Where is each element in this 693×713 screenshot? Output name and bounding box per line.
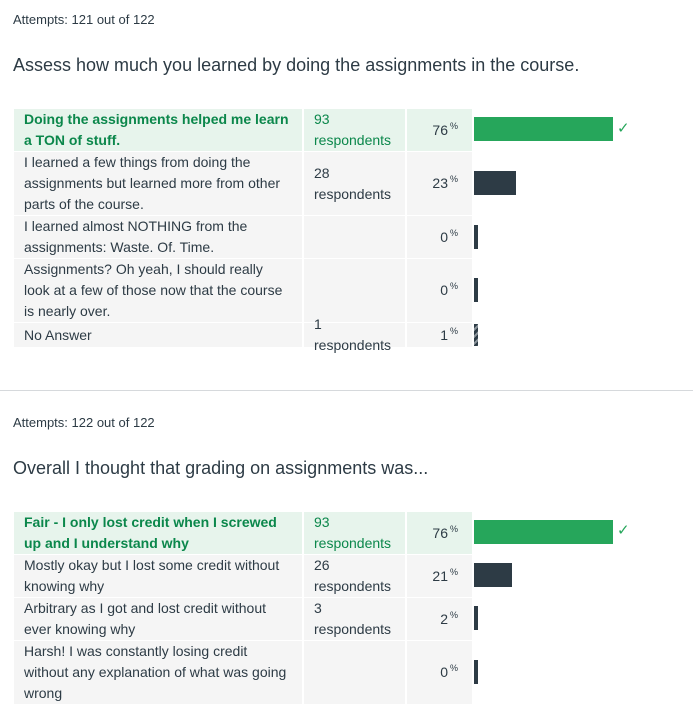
percent-value: 23%: [407, 152, 472, 215]
question-text: Overall I thought that grading on assign…: [13, 458, 429, 478]
answer-text: Assignments? Oh yeah, I should really lo…: [14, 259, 302, 322]
respondents-count: 93 respondents: [304, 512, 405, 554]
answer-text: Fair - I only lost credit when I screwed…: [14, 512, 302, 554]
answer-row: I learned a few things from doing the as…: [14, 152, 693, 215]
answer-text: I learned a few things from doing the as…: [14, 152, 302, 215]
percent-value: 0%: [407, 641, 472, 704]
attempts-label: Attempts: 122 out of 122: [13, 415, 155, 430]
respondents-count: [304, 216, 405, 258]
percent-value: 2%: [407, 598, 472, 640]
percent-value: 21%: [407, 555, 472, 597]
respondents-count: 28 respondents: [304, 152, 405, 215]
answer-text: Mostly okay but I lost some credit witho…: [14, 555, 302, 597]
checkmark-icon: ✓: [617, 522, 630, 539]
answer-text: Arbitrary as I got and lost credit witho…: [14, 598, 302, 640]
answer-row: Fair - I only lost credit when I screwed…: [14, 512, 693, 554]
answer-row: I learned almost NOTHING from the assign…: [14, 216, 693, 258]
answer-row: Arbitrary as I got and lost credit witho…: [14, 598, 693, 640]
answer-text: Doing the assignments helped me learn a …: [14, 109, 302, 151]
respondents-count: 93 respondents: [304, 109, 405, 151]
checkmark-icon: ✓: [617, 120, 630, 137]
percent-value: 1%: [407, 323, 472, 347]
question-text: Assess how much you learned by doing the…: [13, 55, 580, 75]
respondents-count: 3 respondents: [304, 598, 405, 640]
response-bar: [474, 324, 478, 346]
response-bar: [474, 563, 512, 587]
section-divider: [0, 390, 693, 391]
response-bar: [474, 660, 478, 684]
answer-text: Harsh! I was constantly losing credit wi…: [14, 641, 302, 704]
answer-row: Doing the assignments helped me learn a …: [14, 109, 693, 151]
answer-text: No Answer: [14, 323, 302, 347]
respondents-count: [304, 259, 405, 322]
percent-value: 0%: [407, 216, 472, 258]
response-bar: [474, 278, 478, 302]
answer-row: Harsh! I was constantly losing credit wi…: [14, 641, 693, 704]
response-bar: [474, 117, 613, 141]
percent-value: 76%: [407, 109, 472, 151]
respondents-count: 26 respondents: [304, 555, 405, 597]
respondents-count: [304, 641, 405, 704]
respondents-count: 1 respondents: [304, 316, 405, 353]
response-bar: [474, 520, 613, 544]
answer-row: Assignments? Oh yeah, I should really lo…: [14, 259, 693, 322]
response-bar: [474, 171, 516, 195]
answer-row: Mostly okay but I lost some credit witho…: [14, 555, 693, 597]
answer-text: I learned almost NOTHING from the assign…: [14, 216, 302, 258]
answer-row: No Answer 1 respondents 1%: [14, 316, 693, 353]
percent-value: 0%: [407, 259, 472, 322]
response-bar: [474, 225, 478, 249]
percent-value: 76%: [407, 512, 472, 554]
attempts-label: Attempts: 121 out of 122: [13, 12, 155, 27]
response-bar: [474, 606, 478, 630]
